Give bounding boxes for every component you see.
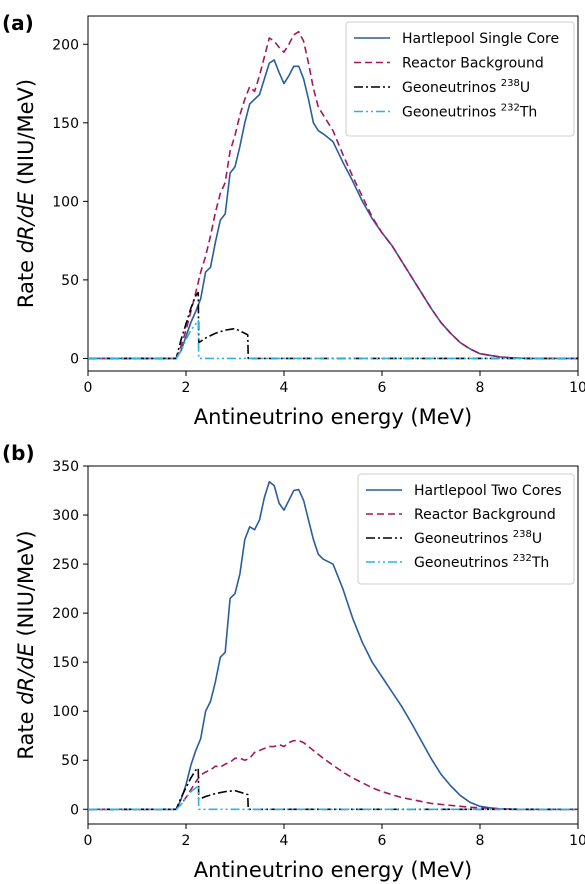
series-line-2 bbox=[88, 291, 578, 360]
y-axis-title: Rate dR/dE (NIU/MeV) bbox=[14, 530, 38, 759]
legend-box bbox=[345, 21, 575, 137]
x-axis-title: Antineutrino energy (MeV) bbox=[194, 858, 472, 882]
x-tick-label: 2 bbox=[182, 380, 191, 396]
y-tick-label: 200 bbox=[52, 606, 79, 622]
legend: Hartlepool Single Core Reactor Background… bbox=[345, 21, 575, 137]
legend-label-2: Geoneutrinos 238U bbox=[402, 78, 530, 96]
y-tick-label: 0 bbox=[70, 351, 79, 367]
x-axis-title: Antineutrino energy (MeV) bbox=[194, 405, 472, 429]
series-line-1 bbox=[88, 30, 578, 360]
x-tick-label: 6 bbox=[378, 380, 387, 396]
legend-label-2: Geoneutrinos 238U bbox=[414, 529, 542, 547]
y-axis-title-suffix: (NIU/MeV) bbox=[14, 530, 38, 643]
legend-label-1: Reactor Background bbox=[402, 56, 544, 72]
chart-panel-b: (b)0 2 4 6 8 10050100150200250300350Antineutr… bbox=[2, 441, 585, 882]
legend-label-prefix: Geoneutrinos bbox=[402, 105, 501, 121]
y-tick-label: 200 bbox=[52, 37, 79, 53]
legend-label-0: Hartlepool Single Core bbox=[402, 31, 559, 47]
legend-label-sup: 238 bbox=[513, 529, 532, 540]
y-tick-label: 300 bbox=[52, 508, 79, 524]
series-line-3 bbox=[88, 784, 578, 811]
y-tick-label: 50 bbox=[61, 753, 79, 769]
x-tick-label: 0 bbox=[84, 380, 93, 396]
legend-label-0: Hartlepool Two Cores bbox=[414, 483, 562, 499]
y-axis-title-suffix: (NIU/MeV) bbox=[14, 79, 38, 192]
x-tick-label: 0 bbox=[84, 833, 93, 849]
series-line-1 bbox=[88, 739, 578, 811]
legend-label-sup: 232 bbox=[513, 553, 532, 564]
legend-label-prefix: Geoneutrinos bbox=[414, 531, 513, 547]
legend-label-prefix: Geoneutrinos bbox=[414, 555, 513, 571]
y-tick-label: 50 bbox=[61, 273, 79, 289]
y-tick-label: 350 bbox=[52, 459, 79, 475]
y-tick-label: 150 bbox=[52, 655, 79, 671]
legend-label-3: Geoneutrinos 232Th bbox=[414, 553, 549, 571]
axes-frame bbox=[87, 465, 579, 825]
x-tick-label: 10 bbox=[569, 380, 585, 396]
y-axis-title: Rate dR/dE (NIU/MeV) bbox=[14, 79, 38, 308]
panel-label: (b) bbox=[2, 441, 35, 465]
x-tick-label: 2 bbox=[182, 833, 191, 849]
series-line-0 bbox=[88, 480, 578, 811]
y-axis-title-prefix: Rate bbox=[14, 253, 38, 308]
panel-label: (a) bbox=[2, 11, 34, 35]
y-tick-label: 100 bbox=[52, 704, 79, 720]
legend-box bbox=[357, 473, 575, 585]
legend-label-1: Reactor Background bbox=[414, 507, 556, 523]
y-axis-title-italic: dR/dE bbox=[14, 191, 38, 253]
y-tick-label: 0 bbox=[70, 802, 79, 818]
series-line-3 bbox=[88, 319, 578, 360]
y-axis-title-italic: dR/dE bbox=[14, 642, 38, 704]
legend-label-prefix: Geoneutrinos bbox=[402, 80, 501, 96]
x-tick-label: 8 bbox=[476, 380, 485, 396]
y-axis-title-prefix: Rate bbox=[14, 705, 38, 760]
legend-label-3: Geoneutrinos 232Th bbox=[402, 103, 537, 121]
x-tick-label: 6 bbox=[378, 833, 387, 849]
x-tick-label: 4 bbox=[280, 380, 289, 396]
x-tick-label: 10 bbox=[569, 833, 585, 849]
y-tick-label: 100 bbox=[52, 194, 79, 210]
legend-label-suffix: Th bbox=[519, 105, 537, 121]
legend: Hartlepool Two Cores Reactor Background Ge… bbox=[357, 473, 575, 585]
y-tick-label: 150 bbox=[52, 116, 79, 132]
legend-label-suffix: U bbox=[532, 531, 542, 547]
legend-label-sup: 232 bbox=[501, 103, 520, 114]
series-line-2 bbox=[88, 767, 578, 811]
y-tick-label: 250 bbox=[52, 557, 79, 573]
legend-label-sup: 238 bbox=[501, 78, 520, 89]
axes-frame bbox=[87, 15, 579, 372]
x-tick-label: 4 bbox=[280, 833, 289, 849]
series-line-0 bbox=[88, 59, 578, 360]
x-tick-label: 8 bbox=[476, 833, 485, 849]
legend-label-suffix: Th bbox=[531, 555, 549, 571]
legend-label-suffix: U bbox=[520, 80, 530, 96]
